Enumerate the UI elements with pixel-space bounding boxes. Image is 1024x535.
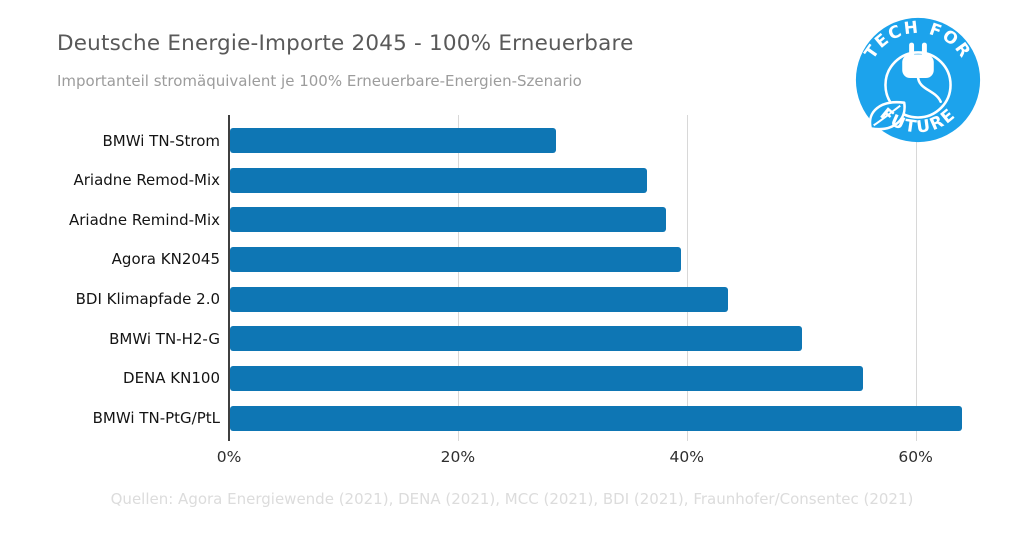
category-label: BMWi TN-H2-G (109, 329, 220, 348)
category-label: BDI Klimapfade 2.0 (75, 290, 220, 309)
bar (230, 286, 728, 312)
gridline (686, 115, 688, 441)
category-label: BMWi TN-PtG/PtL (92, 409, 220, 428)
x-tick-label: 40% (669, 448, 704, 466)
x-tick-label: 0% (216, 448, 242, 466)
category-label: Agora KN2045 (111, 250, 220, 269)
category-label: BMWi TN-Strom (102, 131, 221, 150)
y-axis-line (228, 115, 230, 441)
category-label: Ariadne Remind-Mix (69, 210, 220, 229)
logo-cord-circle (884, 51, 952, 119)
x-tick-label: 20% (440, 448, 476, 466)
gridline (457, 115, 459, 441)
bar (230, 207, 666, 233)
bar (230, 326, 803, 352)
bar (230, 167, 647, 193)
gridline (915, 115, 917, 441)
bar (230, 128, 557, 153)
sources-footer: Quellen: Agora Energiewende (2021), DENA… (110, 490, 914, 508)
chart-title: Deutsche Energie-Importe 2045 - 100% Ern… (57, 31, 634, 56)
bar (230, 246, 681, 272)
chart-subtitle: Importanteil stromäquivalent je 100% Ern… (57, 72, 582, 90)
tech-for-future-logo: TECH FOR FUTURE (855, 17, 981, 143)
plug-icon (902, 42, 934, 79)
leaf-icon (868, 100, 906, 131)
plug-cord (916, 74, 942, 103)
bar (230, 405, 963, 431)
category-label: DENA KN100 (123, 369, 220, 388)
bar (230, 365, 863, 391)
x-tick-label: 60% (898, 448, 933, 466)
category-label: Ariadne Remod-Mix (73, 171, 221, 190)
